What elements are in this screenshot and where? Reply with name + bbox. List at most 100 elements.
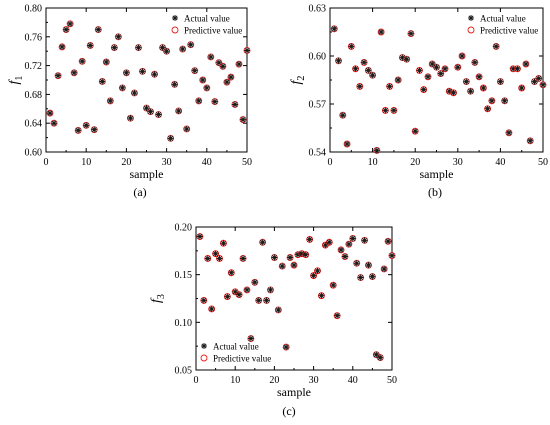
actual-point (75, 127, 82, 134)
actual-point (389, 252, 395, 259)
actual-point (349, 235, 356, 242)
actual-point (454, 64, 461, 71)
actual-point (183, 125, 190, 132)
actual-point (501, 97, 508, 104)
actual-point (59, 43, 66, 50)
actual-point (352, 65, 359, 72)
actual-point (291, 262, 297, 269)
actual-point (212, 250, 219, 257)
legend-actual-label: Actual value (213, 342, 259, 352)
actual-point (302, 251, 309, 258)
actual-point (115, 33, 122, 40)
actual-point (378, 29, 385, 35)
y-axis-label-main: f (7, 78, 22, 84)
actual-point (159, 44, 166, 51)
actual-point (163, 48, 170, 55)
legend-actual-label: Actual value (184, 14, 230, 24)
actual-point (331, 25, 338, 32)
actual-point (531, 78, 538, 85)
actual-point (480, 85, 487, 91)
actual-point (243, 286, 250, 293)
actual-point (514, 65, 521, 72)
x-tick-label: 20 (121, 157, 131, 168)
actual-point (390, 107, 397, 114)
actual-point (356, 83, 363, 90)
actual-point (135, 44, 142, 51)
actual-point (267, 286, 274, 293)
actual-point (353, 260, 360, 267)
y-tick-label: 0.68 (25, 90, 43, 101)
actual-point (326, 239, 333, 246)
actual-point (239, 116, 246, 123)
x-tick-label: 40 (202, 157, 212, 168)
actual-point (216, 255, 223, 262)
actual-point (207, 53, 214, 60)
actual-point (123, 69, 130, 76)
actual-point (294, 251, 301, 258)
y-tick-label: 0.60 (25, 148, 43, 159)
actual-point (175, 107, 182, 114)
legend-predictive-label: Predictive value (480, 26, 538, 36)
actual-point (527, 137, 534, 144)
x-axis-label: sample (277, 385, 311, 399)
actual-point (403, 56, 410, 63)
y-tick-label: 0.60 (309, 52, 327, 63)
x-tick-label: 30 (309, 375, 319, 386)
actual-point (251, 279, 258, 286)
panel-caption: (c) (282, 404, 295, 418)
actual-point (365, 262, 372, 269)
actual-point (424, 73, 431, 80)
actual-point (442, 65, 449, 72)
actual-point (339, 112, 346, 119)
actual-point (518, 85, 525, 91)
y-tick-label: 0.05 (175, 366, 193, 377)
actual-point (429, 61, 436, 67)
actual-point (215, 59, 222, 66)
actual-point (151, 71, 158, 78)
actual-point (191, 67, 198, 74)
actual-point (99, 78, 106, 85)
actual-point (83, 122, 90, 129)
actual-point (231, 101, 238, 108)
actual-point (373, 351, 380, 358)
actual-point (259, 239, 266, 246)
y-axis-label-sub: 3 (156, 294, 167, 299)
actual-point (318, 292, 325, 299)
actual-point (63, 26, 70, 33)
actual-point (382, 107, 389, 114)
legend-actual-label: Actual value (480, 14, 526, 24)
y-axis-label-sub: 1 (14, 76, 25, 81)
y-tick-label: 0.64 (25, 119, 43, 130)
actual-point (187, 41, 194, 48)
actual-point (279, 263, 286, 270)
y-axis-label: f2 (289, 76, 307, 85)
actual-point (139, 68, 146, 75)
actual-point (95, 26, 102, 33)
actual-point (71, 69, 78, 76)
y-axis-label-main: f (289, 78, 304, 84)
actual-point (361, 237, 368, 244)
x-tick-label: 10 (81, 157, 91, 168)
actual-point (240, 255, 247, 262)
x-tick-label: 50 (538, 157, 548, 168)
actual-point (255, 297, 262, 304)
y-tick-label: 0.72 (25, 61, 43, 72)
legend: Actual value Predictive value (200, 342, 271, 364)
actual-point (196, 233, 203, 240)
actual-point (204, 255, 211, 262)
y-tick-label: 0.54 (309, 148, 327, 159)
actual-point (306, 236, 313, 243)
x-tick-label: 0 (194, 375, 199, 386)
panel-caption: (a) (133, 185, 146, 199)
actual-point (87, 42, 94, 49)
actual-point (143, 105, 150, 112)
actual-point (493, 43, 500, 50)
chart-a: 0 10 20 30 40 50 0.60 0.64 0.68 0.72 0.76 0.80 sampl… (7, 4, 252, 200)
actual-point (344, 141, 351, 147)
actual-point (155, 111, 162, 118)
actual-point (211, 98, 218, 105)
actual-point (235, 61, 242, 68)
actual-point (171, 81, 178, 88)
actual-point (236, 291, 243, 298)
